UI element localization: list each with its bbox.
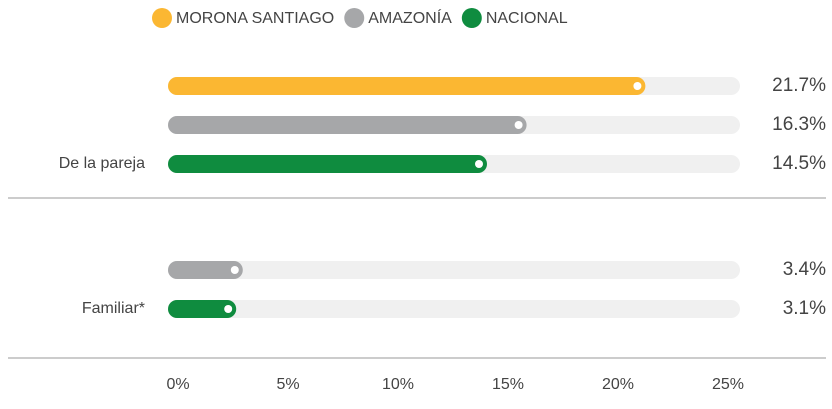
- value-label: 21.7%: [772, 75, 826, 96]
- category-label: Familiar*: [82, 300, 145, 317]
- bar-end-dot: [633, 82, 642, 90]
- value-label: 14.5%: [772, 153, 826, 174]
- legend-label: AMAZONÍA: [368, 8, 452, 27]
- legend-swatch: [461, 8, 482, 28]
- value-label: 3.4%: [783, 259, 826, 280]
- x-tick-label: 15%: [492, 376, 524, 393]
- x-tick-label: 10%: [382, 376, 414, 393]
- bar-end-dot: [224, 305, 233, 313]
- bar-end-dot: [475, 160, 483, 168]
- bar-track: [168, 300, 740, 318]
- bar: [168, 77, 646, 95]
- x-tick-label: 0%: [166, 376, 189, 393]
- x-tick-label: 20%: [602, 376, 634, 393]
- bar: [168, 261, 243, 279]
- value-label: 3.1%: [783, 298, 826, 319]
- bar: [168, 300, 237, 318]
- bar-end-dot: [514, 121, 523, 129]
- legend-swatch: [152, 8, 172, 28]
- bar: [168, 155, 487, 173]
- value-label: 16.3%: [772, 114, 826, 135]
- bar: [168, 116, 527, 134]
- category-label: De la pareja: [59, 155, 145, 172]
- x-tick-label: 5%: [276, 376, 299, 393]
- legend-label: NACIONAL: [486, 10, 568, 27]
- legend-swatch: [344, 8, 365, 28]
- bar-track: [168, 261, 740, 279]
- x-tick-label: 25%: [712, 376, 744, 393]
- bar-end-dot: [230, 266, 239, 274]
- legend-label: MORONA SANTIAGO: [176, 10, 334, 27]
